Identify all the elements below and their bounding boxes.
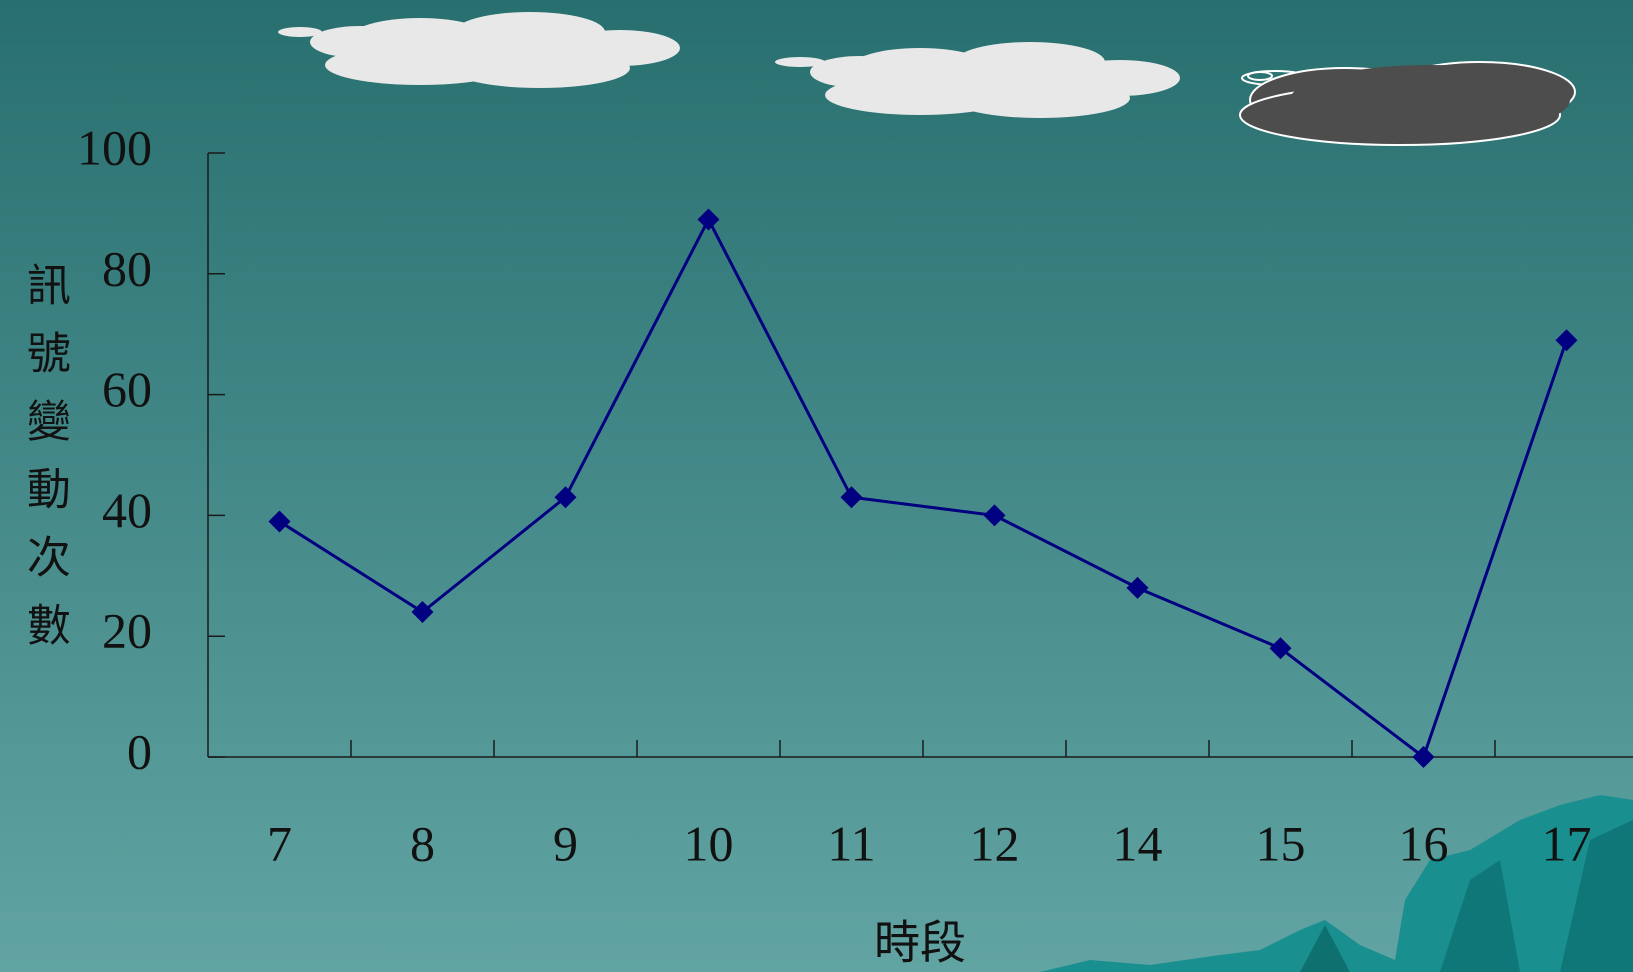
- x-axis-title: 時段: [874, 918, 966, 969]
- y-tick-label: 100: [77, 119, 152, 175]
- x-tick-label: 11: [827, 815, 875, 871]
- y-tick-label: 20: [102, 603, 152, 659]
- y-tick-label: 80: [102, 240, 152, 296]
- x-tick-label: 17: [1542, 815, 1592, 871]
- data-point: [411, 601, 434, 624]
- x-tick-label: 9: [553, 815, 578, 871]
- data-point: [1555, 329, 1578, 352]
- x-tick-label: 8: [410, 815, 435, 871]
- y-axis-title: 訊號變動次數: [20, 262, 70, 670]
- data-point: [268, 510, 291, 533]
- y-tick-label: 60: [102, 361, 152, 417]
- cloud: [775, 42, 1180, 118]
- x-tick-label: 12: [970, 815, 1020, 871]
- x-tick-label: 14: [1113, 815, 1163, 871]
- storm-cloud: [1239, 61, 1576, 146]
- x-tick-label: 7: [267, 815, 292, 871]
- data-point: [1126, 576, 1149, 599]
- x-tick-label: 16: [1399, 815, 1449, 871]
- data-point: [983, 504, 1006, 527]
- y-tick-label: 40: [102, 482, 152, 538]
- data-point: [1269, 637, 1292, 660]
- data-point: [697, 208, 720, 231]
- mountain: [1040, 795, 1633, 972]
- data-line: [278, 216, 1568, 760]
- data-point: [554, 486, 577, 509]
- y-tick-label: 0: [127, 723, 152, 779]
- cloud: [278, 12, 680, 88]
- data-point: [1412, 746, 1435, 768]
- x-tick-label: 10: [684, 815, 734, 871]
- data-point: [840, 486, 863, 509]
- x-tick-label: 15: [1256, 815, 1306, 871]
